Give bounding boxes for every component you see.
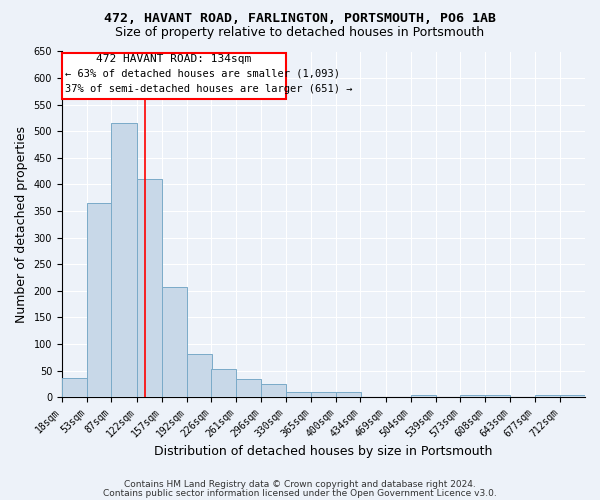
Text: 472, HAVANT ROAD, FARLINGTON, PORTSMOUTH, PO6 1AB: 472, HAVANT ROAD, FARLINGTON, PORTSMOUTH… [104,12,496,26]
Bar [187,354,212,397]
FancyBboxPatch shape [62,52,286,100]
Bar [535,394,560,397]
X-axis label: Distribution of detached houses by size in Portsmouth: Distribution of detached houses by size … [154,444,493,458]
Bar [460,394,485,397]
Text: ← 63% of detached houses are smaller (1,093): ← 63% of detached houses are smaller (1,… [65,68,340,78]
Bar [262,384,286,397]
Bar [336,392,361,397]
Bar [137,179,161,397]
Bar [112,124,137,397]
Bar [87,203,112,397]
Y-axis label: Number of detached properties: Number of detached properties [15,126,28,323]
Bar [62,378,87,397]
Bar [311,392,336,397]
Bar [485,394,511,397]
Text: 37% of semi-detached houses are larger (651) →: 37% of semi-detached houses are larger (… [65,84,352,94]
Text: Contains public sector information licensed under the Open Government Licence v3: Contains public sector information licen… [103,490,497,498]
Text: 472 HAVANT ROAD: 134sqm: 472 HAVANT ROAD: 134sqm [96,54,251,64]
Bar [560,394,585,397]
Bar [211,369,236,397]
Text: Contains HM Land Registry data © Crown copyright and database right 2024.: Contains HM Land Registry data © Crown c… [124,480,476,489]
Bar [161,287,187,397]
Bar [286,392,311,397]
Bar [410,394,436,397]
Bar [236,378,262,397]
Text: Size of property relative to detached houses in Portsmouth: Size of property relative to detached ho… [115,26,485,39]
